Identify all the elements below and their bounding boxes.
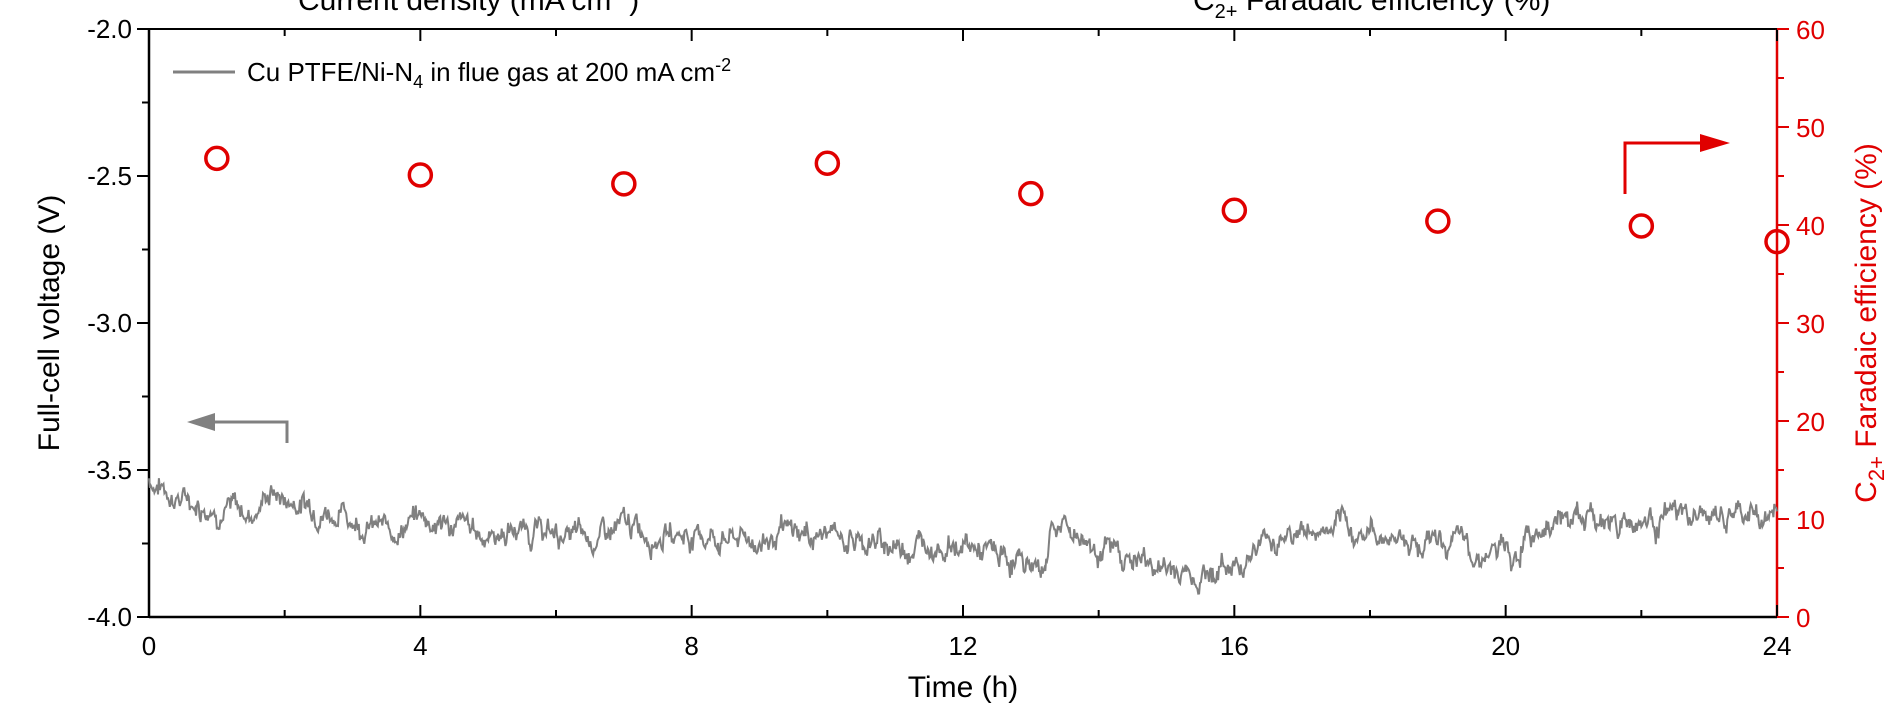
y-right-tick-label: 60 [1796,15,1825,45]
x-axis-title: Time (h) [908,671,1019,704]
legend-label: Cu PTFE/Ni-N4 in flue gas at 200 mA cm-2 [247,55,731,92]
x-tick-label: 4 [413,631,427,661]
fe-series [204,145,1790,255]
right-arrow-shaft [1623,141,1703,194]
x-tick-label: 24 [1763,631,1792,661]
left-axis-ticks: -2.0 -2.5 -3.0 -3.5 -4.0 [87,14,149,632]
x-tick-label: 0 [142,631,156,661]
top-label-current-density: Current density (mA cm-2) [298,0,639,17]
fe-point [611,171,637,197]
voltage-line [148,478,1778,595]
y-left-tick-label: -4.0 [87,602,132,632]
top-label-faradaic-efficiency: C2+ Faradaic efficiency (%) [1193,0,1550,23]
fe-point [1018,180,1044,207]
y-left-tick-label: -2.5 [87,161,132,191]
x-tick-label: 12 [949,631,978,661]
fe-point [814,150,841,177]
right-arrow-head-icon [1700,134,1730,152]
legend: Cu PTFE/Ni-N4 in flue gas at 200 mA cm-2 [173,55,731,92]
right-axis-title: C2+ Faradaic efficiency (%) [1850,143,1888,503]
right-axis-ticks: 0 10 20 30 40 50 60 [1777,15,1825,633]
x-tick-label: 8 [684,631,698,661]
fe-point [204,145,230,172]
voltage-series [148,478,1778,595]
plot-frame [147,28,1779,619]
right-axis-arrow [1623,134,1730,194]
x-tick-label: 16 [1220,631,1249,661]
left-axis-title: Full-cell voltage (V) [33,195,66,452]
y-right-tick-label: 40 [1796,211,1825,241]
y-right-tick-label: 20 [1796,407,1825,437]
y-right-tick-label: 10 [1796,505,1825,535]
y-right-tick-label: 0 [1796,603,1810,633]
fe-point [1221,197,1248,224]
left-arrow-head-icon [187,413,215,431]
y-left-tick-label: -3.0 [87,308,132,338]
left-axis-arrow [187,413,289,443]
x-axis-ticks: 0 4 8 12 16 20 24 [142,29,1792,661]
fe-point [1425,208,1451,234]
x-tick-label: 20 [1491,631,1520,661]
y-left-tick-label: -2.0 [87,14,132,44]
y-right-tick-label: 50 [1796,113,1825,143]
fe-point [1628,213,1655,239]
left-arrow-shaft [213,420,289,443]
y-right-tick-label: 30 [1796,309,1825,339]
fe-point [407,162,434,188]
fe-point [1764,228,1790,255]
y-left-tick-label: -3.5 [87,455,132,485]
